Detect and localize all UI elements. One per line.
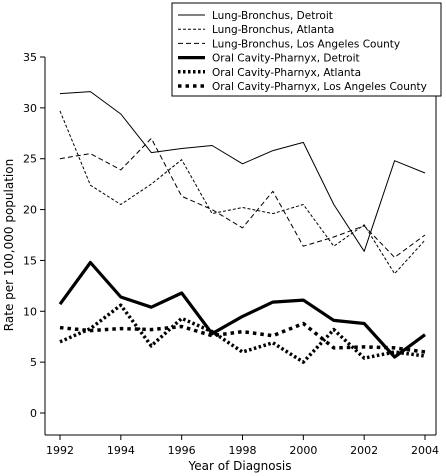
x-tick-label: 1998 xyxy=(229,444,257,457)
x-tick-label: 2000 xyxy=(289,444,317,457)
x-axis-ticks: 1992 1994 1996 1998 2000 2002 2004 xyxy=(46,435,439,457)
series-line-3 xyxy=(59,137,426,258)
legend-box xyxy=(171,2,442,97)
series-lines xyxy=(58,91,426,364)
x-axis-title: Year of Diagnosis xyxy=(188,459,292,473)
series-line-2 xyxy=(59,110,426,275)
series-line-4 xyxy=(58,260,426,359)
series-line-6 xyxy=(59,321,426,354)
plot-area xyxy=(44,57,437,436)
legend: Lung-Bronchus, Detroit Lung-Bronchus, Atl… xyxy=(171,2,442,97)
y-tick-label: 0 xyxy=(30,407,37,420)
y-tick-label: 30 xyxy=(23,102,37,115)
y-tick-label: 10 xyxy=(23,305,37,318)
y-tick-label: 35 xyxy=(23,51,37,64)
y-tick-label: 20 xyxy=(23,204,37,217)
legend-label: Oral Cavity-Pharnyx, Los Angeles County xyxy=(212,81,427,93)
y-tick-label: 25 xyxy=(23,153,37,166)
y-tick-label: 15 xyxy=(23,254,37,267)
x-tick-label: 2004 xyxy=(411,444,439,457)
series-line-5 xyxy=(59,303,426,364)
legend-label: Lung-Bronchus, Los Angeles County xyxy=(212,38,400,50)
x-tick-label: 1996 xyxy=(168,444,196,457)
y-axis-ticks: 0 5 10 15 20 25 30 35 xyxy=(23,51,45,420)
x-tick-label: 1992 xyxy=(46,444,74,457)
legend-label: Lung-Bronchus, Detroit xyxy=(212,10,333,22)
legend-label: Oral Cavity-Pharnyx, Detroit xyxy=(212,53,360,65)
y-axis-title: Rate per 100,000 population xyxy=(2,159,16,331)
y-tick-label: 5 xyxy=(30,356,37,369)
series-line-1 xyxy=(59,91,426,252)
x-tick-label: 1994 xyxy=(107,444,135,457)
legend-label: Oral Cavity-Pharnyx, Atlanta xyxy=(212,67,361,79)
legend-label: Lung-Bronchus, Atlanta xyxy=(212,24,334,36)
x-tick-label: 2002 xyxy=(350,444,378,457)
